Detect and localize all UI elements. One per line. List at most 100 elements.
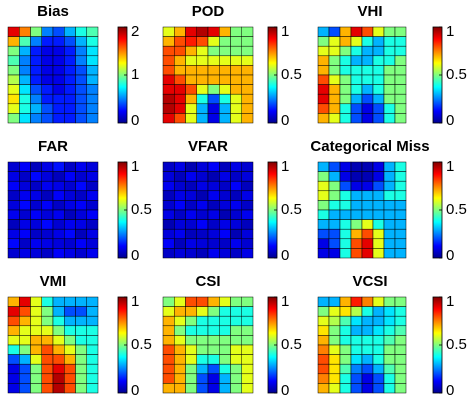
heatmap-cell — [350, 363, 363, 375]
heatmap-cell — [230, 383, 242, 394]
heatmap-cell — [185, 363, 197, 375]
heatmap-cell — [383, 200, 396, 211]
heatmap-cell — [219, 200, 231, 211]
heatmap-cell — [185, 354, 197, 365]
heatmap-cell — [394, 36, 407, 47]
heatmap-cell — [52, 296, 65, 307]
heatmap-cell — [75, 74, 87, 85]
heatmap-cell — [383, 103, 396, 114]
heatmap-cell — [30, 296, 42, 307]
heatmap-cell — [339, 383, 352, 394]
colorbar-tick-label: 0.5 — [446, 201, 467, 218]
heatmap-cell — [7, 84, 20, 95]
heatmap-cell — [350, 103, 363, 114]
heatmap-cell — [317, 65, 330, 76]
heatmap-cell — [7, 36, 20, 47]
heatmap-cell — [19, 190, 31, 201]
heatmap-cell — [372, 200, 385, 211]
panel-title: Bias — [37, 3, 69, 20]
heatmap-cell — [339, 306, 352, 317]
heatmap-cell — [328, 113, 341, 124]
heatmap-cell — [41, 171, 54, 182]
heatmap-cell — [30, 363, 42, 375]
heatmap-cell — [350, 55, 363, 66]
heatmap-cell — [241, 354, 254, 365]
heatmap-cell — [383, 209, 396, 220]
heatmap-cell — [350, 248, 363, 259]
heatmap-cell — [185, 335, 197, 346]
heatmap-cell — [86, 26, 99, 37]
heatmap-cell — [207, 383, 220, 394]
heatmap-cell — [241, 113, 254, 124]
heatmap-cell — [383, 74, 396, 85]
heatmap-cell — [339, 180, 352, 192]
heatmap-cell — [350, 113, 363, 124]
heatmap-cell — [350, 190, 363, 201]
heatmap-cell — [174, 325, 186, 336]
heatmap-cell — [174, 363, 186, 375]
heatmap-cell — [30, 161, 42, 172]
heatmap-cell — [394, 248, 407, 259]
heatmap-cell — [41, 180, 54, 192]
heatmap-cell — [207, 180, 220, 192]
heatmap-cell — [207, 228, 220, 240]
heatmap-cell — [317, 55, 330, 66]
heatmap-cell — [207, 113, 220, 124]
heatmap-cell — [7, 200, 20, 211]
heatmap-cell — [372, 296, 385, 307]
heatmap-cell — [7, 383, 20, 394]
heatmap-cell — [207, 103, 220, 114]
heatmap-cell — [383, 171, 396, 182]
heatmap-cell — [317, 113, 330, 124]
heatmap-cell — [19, 383, 31, 394]
heatmap-cell — [162, 248, 175, 259]
heatmap-cell — [317, 373, 330, 384]
heatmap-cell — [174, 219, 186, 230]
heatmap-cell — [196, 296, 209, 307]
heatmap-cell — [339, 74, 352, 85]
colorbar-tick-label: 0 — [131, 382, 139, 399]
heatmap-cell — [75, 373, 87, 384]
heatmap-cell — [41, 219, 54, 230]
heatmap-cell — [41, 74, 54, 85]
heatmap-cell — [207, 354, 220, 365]
heatmap-cell — [383, 354, 396, 365]
heatmap-cell — [372, 113, 385, 124]
heatmap-cell — [372, 171, 385, 182]
heatmap-cell — [361, 55, 374, 66]
colorbar-tick-label: 0.5 — [131, 201, 152, 218]
heatmap-cell — [372, 306, 385, 317]
heatmap-cell — [383, 55, 396, 66]
colorbar-tick-label: 0 — [131, 247, 139, 264]
heatmap-cell — [30, 248, 42, 259]
heatmap-cell — [196, 383, 209, 394]
heatmap-cell — [339, 65, 352, 76]
heatmap-cell — [196, 219, 209, 230]
heatmap-cell — [383, 344, 396, 355]
heatmap-cell — [361, 373, 374, 384]
heatmap-cell — [394, 354, 407, 365]
heatmap-cell — [372, 36, 385, 47]
heatmap-cell — [174, 373, 186, 384]
heatmap-cell — [394, 383, 407, 394]
heatmap-cell — [86, 219, 99, 230]
heatmap-cell — [75, 113, 87, 124]
heatmap-cell — [174, 383, 186, 394]
heatmap-cell — [64, 209, 76, 220]
heatmap-cell — [361, 248, 374, 259]
heatmap-cell — [207, 190, 220, 201]
heatmap-cell — [196, 93, 209, 105]
heatmap-cell — [219, 383, 231, 394]
heatmap-cell — [185, 113, 197, 124]
heatmap-cell — [86, 383, 99, 394]
heatmap-cell — [7, 363, 20, 375]
heatmap-cell — [86, 190, 99, 201]
heatmap-cell — [75, 383, 87, 394]
heatmap-cell — [64, 325, 76, 336]
heatmap-cell — [19, 363, 31, 375]
colorbar-tick-label: 1 — [281, 23, 289, 40]
heatmap-cell — [185, 228, 197, 240]
heatmap-cell — [241, 228, 254, 240]
heatmap-cell — [339, 248, 352, 259]
heatmap-cell — [30, 335, 42, 346]
